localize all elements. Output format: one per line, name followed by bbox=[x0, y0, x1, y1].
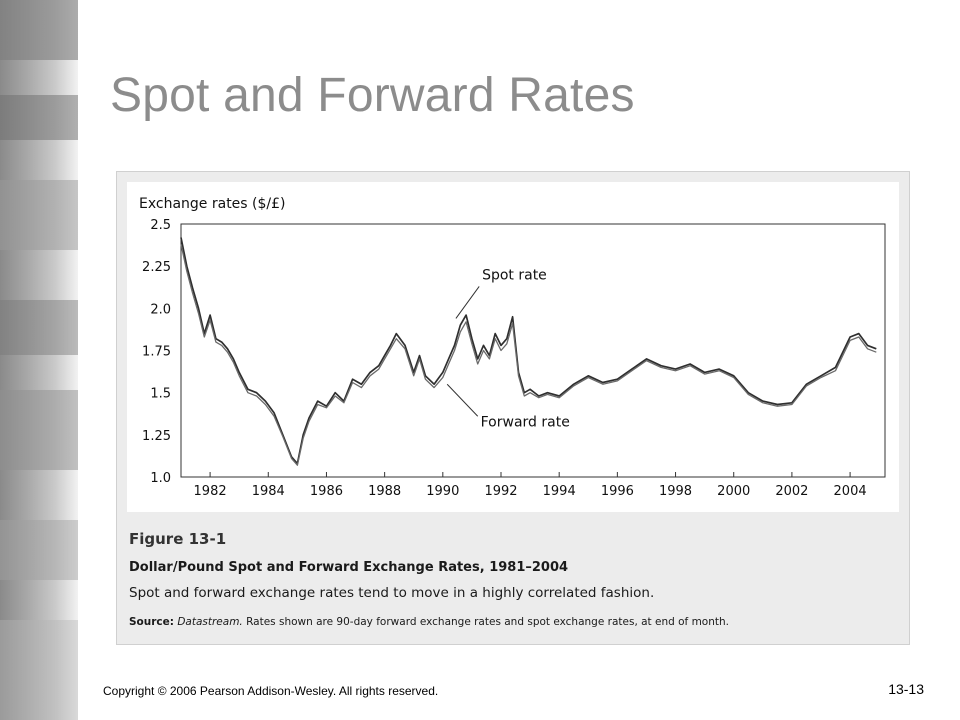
x-axis-ticks: 1982 1984 1986 1988 1990 1992 1994 1996 1998 2000… bbox=[194, 472, 867, 499]
y-tick-label: 1.5 bbox=[150, 387, 171, 402]
spot-rate-leader-line bbox=[455, 286, 480, 319]
figure-label: Figure 13-1 bbox=[129, 530, 227, 548]
x-tick-label: 2000 bbox=[717, 484, 750, 499]
x-tick-label: 1988 bbox=[368, 484, 401, 499]
forward-rate-leader-line bbox=[446, 383, 479, 417]
figure-source: Source: Datastream. Rates shown are 90-d… bbox=[129, 616, 899, 628]
source-text: Rates shown are 90-day forward exchange … bbox=[242, 616, 729, 628]
figure-title: Dollar/Pound Spot and Forward Exchange R… bbox=[129, 560, 569, 575]
x-tick-label: 2004 bbox=[834, 484, 867, 499]
y-tick-label: 1.25 bbox=[142, 429, 171, 444]
y-tick-label: 1.75 bbox=[142, 345, 171, 360]
spot-rate-line bbox=[180, 237, 877, 465]
figure-description: Spot and forward exchange rates tend to … bbox=[129, 585, 655, 601]
series-lines bbox=[180, 237, 877, 466]
y-tick-label: 2.0 bbox=[150, 302, 171, 317]
forward-rate-line bbox=[180, 244, 877, 466]
y-tick-label: 2.25 bbox=[142, 260, 171, 275]
source-name: Datastream. bbox=[177, 616, 243, 628]
x-tick-label: 1998 bbox=[659, 484, 692, 499]
x-tick-label: 1994 bbox=[543, 484, 576, 499]
spot-rate-annotation: Spot rate bbox=[482, 268, 547, 284]
x-tick-label: 1996 bbox=[601, 484, 634, 499]
y-tick-label: 2.5 bbox=[150, 218, 171, 233]
plot-frame bbox=[180, 223, 886, 478]
y-axis-ticks: 2.5 2.25 2.0 1.75 1.5 1.25 1.0 bbox=[142, 218, 171, 486]
source-label: Source: bbox=[129, 616, 174, 628]
copyright-notice: Copyright © 2006 Pearson Addison-Wesley.… bbox=[103, 684, 439, 698]
figure-caption: Figure 13-1 Dollar/Pound Spot and Forwar… bbox=[129, 530, 899, 628]
chart-plot-background bbox=[127, 182, 899, 512]
figure-panel: Exchange rates ($/£) 2.5 2.25 2.0 1.75 1.5 1.… bbox=[116, 171, 910, 645]
slide-title: Spot and Forward Rates bbox=[110, 69, 635, 122]
x-tick-label: 1984 bbox=[252, 484, 285, 499]
x-tick-label: 2002 bbox=[775, 484, 808, 499]
annotations: Spot rate Forward rate bbox=[446, 268, 570, 430]
exchange-rate-chart: Exchange rates ($/£) 2.5 2.25 2.0 1.75 1.5 1.… bbox=[127, 182, 899, 512]
decorative-side-strip bbox=[0, 0, 78, 720]
forward-rate-annotation: Forward rate bbox=[481, 414, 570, 430]
y-axis-label: Exchange rates ($/£) bbox=[139, 196, 286, 212]
x-tick-label: 1992 bbox=[484, 484, 517, 499]
x-tick-label: 1982 bbox=[194, 484, 227, 499]
y-tick-label: 1.0 bbox=[150, 471, 171, 486]
page-number: 13-13 bbox=[888, 681, 924, 697]
x-tick-label: 1990 bbox=[426, 484, 459, 499]
x-tick-label: 1986 bbox=[310, 484, 343, 499]
